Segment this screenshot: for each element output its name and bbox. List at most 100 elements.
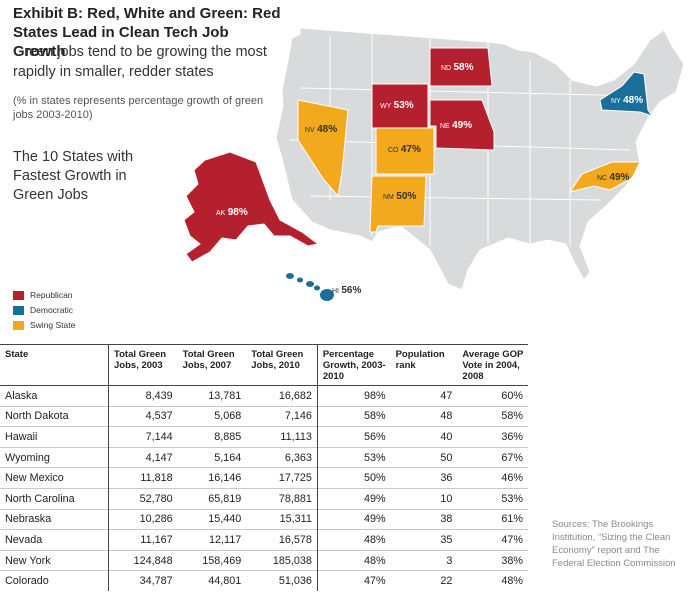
table-cell: 40 — [390, 426, 458, 448]
state-nm — [369, 175, 427, 233]
label-nc: NC 49% — [597, 172, 630, 183]
col-header-jobs-2010: Total Green Jobs, 2010 — [246, 344, 318, 386]
table-cell: 4,147 — [108, 446, 178, 468]
state-ak — [183, 151, 320, 263]
table-cell: 35 — [390, 529, 458, 551]
table-cell: 15,440 — [177, 508, 247, 530]
table-cell: 7,146 — [246, 405, 318, 427]
map-labels: ND 58% WY 53% NE 49% NV 48% CO 47% NM 50… — [216, 62, 643, 296]
green-jobs-table: State Total Green Jobs, 2003 Total Green… — [0, 344, 528, 591]
table-header-row: State Total Green Jobs, 2003 Total Green… — [0, 344, 528, 386]
table-body: Alaska 8,439 13,781 16,682 98% 47 60% North Dak… — [0, 385, 528, 591]
table-cell: 61% — [457, 508, 528, 530]
table-row: Hawaii 7,144 8,885 11,113 56% 40 36% — [0, 426, 528, 448]
table-cell: 16,578 — [246, 529, 318, 551]
table-cell: 16,146 — [177, 467, 247, 489]
state-name-cell: Wyoming — [0, 446, 109, 468]
table-cell: 11,167 — [108, 529, 178, 551]
table-cell: 53% — [457, 487, 528, 510]
table-cell: 34,787 — [108, 570, 178, 591]
table-row: Wyoming 4,147 5,164 6,363 53% 50 67% — [0, 446, 528, 468]
table-cell: 50 — [390, 446, 458, 468]
state-nc — [568, 161, 641, 193]
state-co — [375, 127, 435, 175]
legend-item-swing: Swing State — [13, 318, 75, 332]
table-cell: 10 — [390, 487, 458, 510]
label-co: CO 47% — [388, 144, 421, 155]
table-cell: 16,682 — [278, 389, 312, 402]
state-ne — [429, 99, 495, 151]
col-header-growth: Percentage Growth, 2003-2010 — [316, 344, 391, 386]
table-cell: 67% — [457, 446, 528, 468]
table-cell: 3 — [390, 549, 458, 571]
table-cell: 8,885 — [177, 426, 247, 448]
state-hi — [286, 273, 334, 301]
table-cell: 47% — [457, 529, 528, 551]
state-nv — [297, 99, 349, 198]
page-title: Exhibit B: Red, White and Green: Red Sta… — [13, 5, 281, 60]
label-ny: NY 48% — [611, 95, 643, 106]
table-cell: 56% — [316, 426, 391, 448]
legend-item-republican: Republican — [13, 288, 75, 302]
table-cell: 11,113 — [246, 426, 318, 448]
table-cell: 17,725 — [246, 467, 318, 489]
legend-label: Democratic — [30, 305, 73, 315]
table-row: Nebraska 10,286 15,440 15,311 49% 38 61% — [0, 508, 528, 530]
table-cell: 38% — [457, 549, 528, 571]
table-cell: 48 — [390, 405, 458, 427]
col-header-gop-vote: Average GOP Vote in 2004, 2008 — [457, 344, 528, 386]
table-cell: 124,848 — [108, 549, 178, 571]
state-name-cell: Hawaii — [0, 426, 109, 448]
us-map: ND 58% WY 53% NE 49% NV 48% CO 47% NM 50… — [183, 27, 685, 301]
state-name-cell: North Dakota — [0, 405, 109, 427]
state-name-cell: Colorado — [0, 570, 109, 591]
table-cell: 38 — [390, 508, 458, 530]
state-name-cell: New York — [0, 549, 109, 571]
table-cell: 22 — [390, 570, 458, 591]
page-subtitle: Green jobs tend to be growing the most r… — [13, 44, 267, 80]
state-name-cell: Nebraska — [0, 508, 109, 530]
state-nd — [429, 47, 493, 87]
table-cell: 51,036 — [246, 570, 318, 591]
label-hi: HI 56% — [332, 285, 361, 296]
table-cell: 48% — [316, 549, 391, 571]
label-nv: NV 48% — [305, 124, 337, 135]
state-name-cell: North Carolina — [0, 487, 109, 510]
table-cell: 15,311 — [246, 508, 318, 530]
map-heading: The 10 States with Fastest Growth in Gre… — [13, 149, 134, 203]
map-legend: Republican Democratic Swing State — [13, 288, 75, 333]
col-header-jobs-2003: Total Green Jobs, 2003 — [108, 344, 178, 386]
label-wy: WY 53% — [380, 100, 414, 111]
state-ny — [599, 71, 654, 117]
table-row: Colorado 34,787 44,801 51,036 47% 22 48% — [0, 570, 528, 591]
table-cell: 53% — [316, 446, 391, 468]
table-cell: 58% — [316, 405, 391, 427]
label-ak: AK 98% — [216, 207, 248, 218]
table-cell: 49% — [316, 508, 391, 530]
table-cell: 49% — [316, 487, 391, 510]
table-cell: 10,286 — [108, 508, 178, 530]
table-cell: 6,363 — [246, 446, 318, 468]
table-cell: 5,164 — [177, 446, 247, 468]
col-header-pop-rank: Population rank — [390, 344, 458, 386]
table-cell: 44,801 — [177, 570, 247, 591]
table-cell: 8,439 — [108, 385, 178, 407]
label-nd: ND 58% — [441, 62, 474, 73]
legend-label: Republican — [30, 290, 73, 300]
table-cell: 47 — [440, 389, 453, 402]
table-cell: 7,144 — [108, 426, 178, 448]
table-cell: 185,038 — [246, 549, 318, 571]
table-cell: 65,819 — [177, 487, 247, 510]
legend-swatch-republican — [13, 290, 24, 300]
sources-note: Sources: The Brookings Institution, “Siz… — [552, 519, 676, 569]
legend-item-democratic: Democratic — [13, 303, 75, 317]
table-row: New York 124,848 158,469 185,038 48% 3 38% — [0, 549, 528, 571]
table-cell: 78,881 — [246, 487, 318, 510]
table-cell: 12,117 — [177, 529, 247, 551]
table-row: North Dakota 4,537 5,068 7,146 58% 48 58% — [0, 405, 528, 427]
table-cell: 48% — [457, 570, 528, 591]
legend-swatch-swing — [13, 320, 24, 330]
state-name-cell: New Mexico — [0, 467, 109, 489]
table-row: North Carolina 52,780 65,819 78,881 49% 10 53% — [0, 487, 528, 510]
table-row: Nevada 11,167 12,117 16,578 48% 35 47% — [0, 529, 528, 551]
